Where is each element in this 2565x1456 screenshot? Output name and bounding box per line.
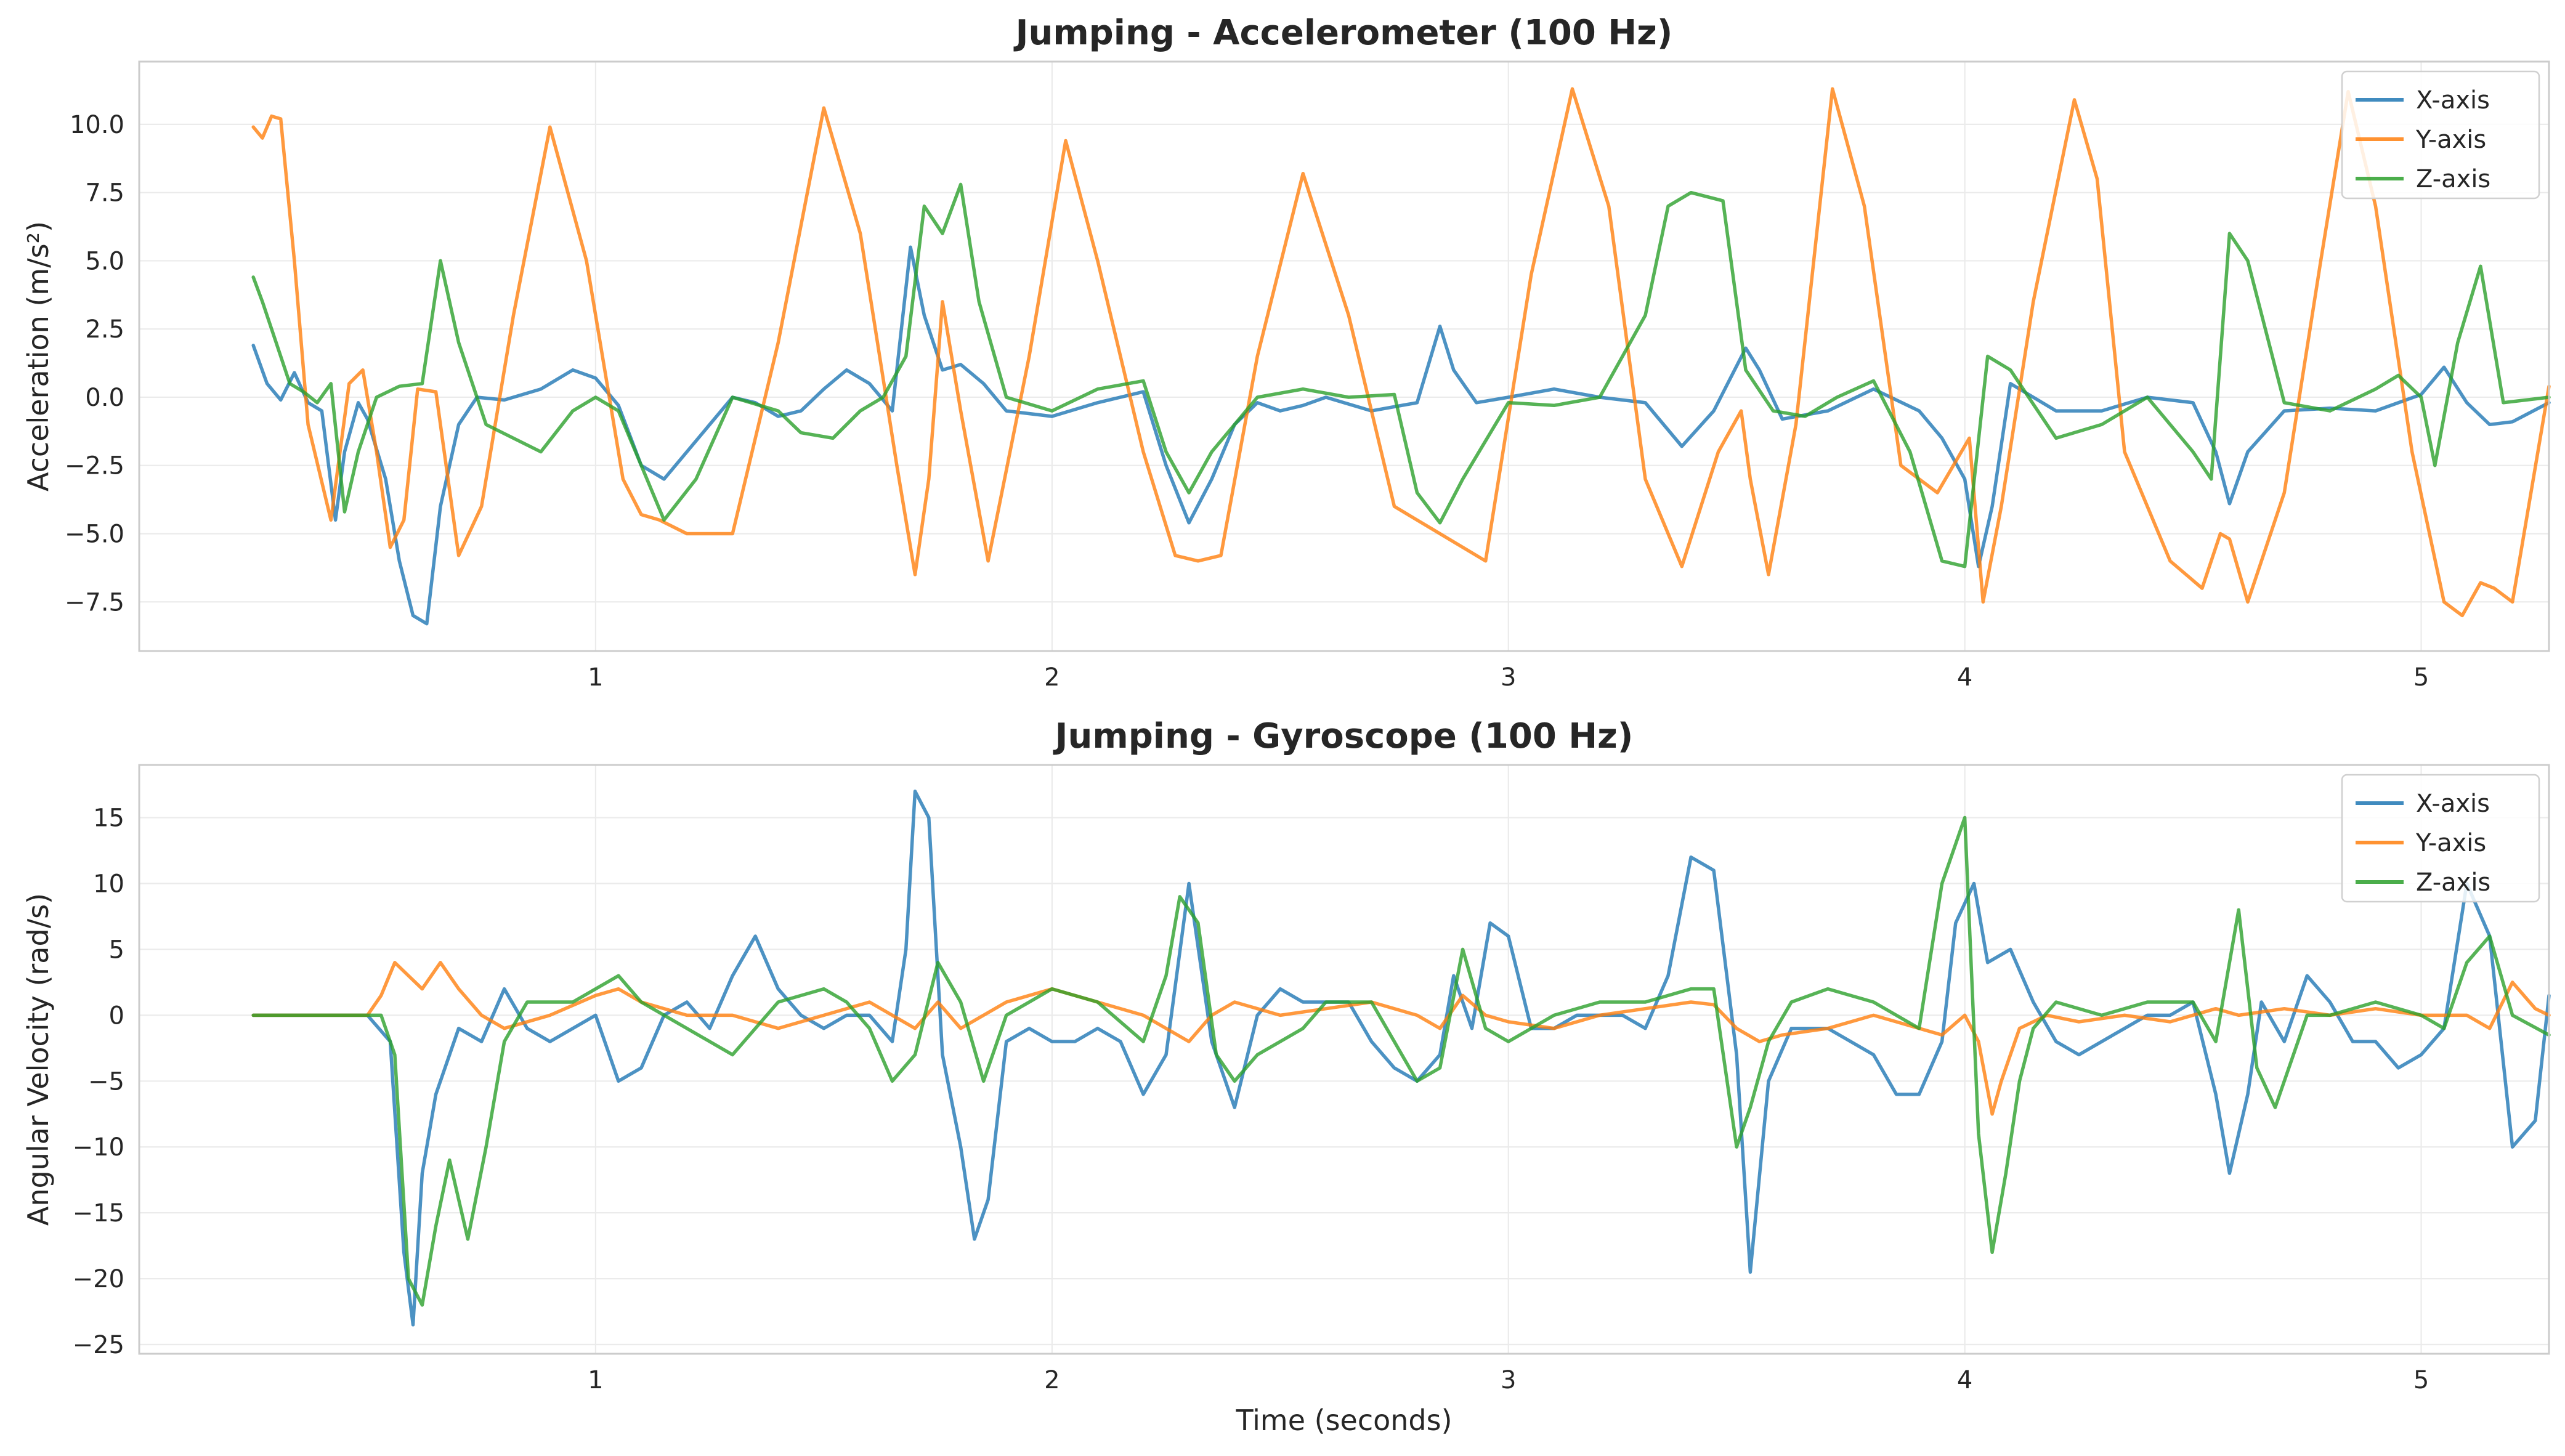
accelerometer-series-y-axis <box>251 87 2551 618</box>
gyroscope-x-axis-label: Time (seconds) <box>1235 1404 1452 1437</box>
gyroscope-legend-frame <box>2341 774 2540 903</box>
gyroscope-y-tick-label: −25 <box>73 1331 124 1359</box>
accelerometer-y-tick-label: 10.0 <box>70 111 124 139</box>
gyroscope-plot-frame <box>138 764 2550 1355</box>
accelerometer-ticks: 1 2 3 4 5 −7.5 −5.0 −2.5 0.0 2.5 5.0 7.5 10.0 <box>65 111 2429 692</box>
gyroscope-x-tick-label: 5 <box>2413 1366 2429 1394</box>
gyroscope-y-tick-label: 10 <box>93 870 124 898</box>
accelerometer-panel: 1 2 3 4 5 −7.5 −5.0 −2.5 0.0 2.5 5.0 7.5 10.0 Jumpin… <box>22 13 2551 692</box>
gyroscope-grid <box>139 765 2549 1354</box>
gyroscope-x-tick-label: 3 <box>1501 1366 1516 1394</box>
accelerometer-legend: X-axis Y-axis Z-axis <box>2341 70 2540 200</box>
gyroscope-x-tick-label: 1 <box>588 1366 603 1394</box>
accelerometer-x-tick-label: 4 <box>1957 663 1972 692</box>
accelerometer-y-axis-label: Acceleration (m/s²) <box>22 221 55 491</box>
accelerometer-grid <box>139 62 2549 651</box>
accelerometer-x-tick-label: 2 <box>1044 663 1060 692</box>
gyroscope-legend: X-axis Y-axis Z-axis <box>2341 774 2540 903</box>
accelerometer-legend-label: Z-axis <box>2416 165 2490 193</box>
accelerometer-series-x-axis <box>251 245 2551 626</box>
accelerometer-y-tick-label: 7.5 <box>85 179 124 208</box>
gyroscope-y-tick-label: 15 <box>93 804 124 833</box>
accelerometer-y-tick-label: −2.5 <box>65 452 124 480</box>
accelerometer-legend-frame <box>2341 70 2540 200</box>
accelerometer-x-tick-label: 3 <box>1501 663 1516 692</box>
gyroscope-legend-label: X-axis <box>2416 790 2490 818</box>
accelerometer-title: Jumping - Accelerometer (100 Hz) <box>1013 13 1673 53</box>
gyroscope-series-y-axis <box>251 961 2551 1116</box>
accelerometer-series <box>251 87 2551 626</box>
gyroscope-x-tick-label: 2 <box>1044 1366 1060 1394</box>
accelerometer-legend-label: Y-axis <box>2415 126 2486 154</box>
gyroscope-y-tick-label: 5 <box>109 936 124 964</box>
gyroscope-series-x-axis <box>251 790 2551 1327</box>
accelerometer-y-tick-label: −5.0 <box>65 520 124 548</box>
gyroscope-legend-label: Y-axis <box>2415 829 2486 857</box>
accelerometer-plot-frame <box>138 60 2550 652</box>
gyroscope-panel: 1 2 3 4 5 −25 −20 −15 −10 −5 0 5 10 15 Jumping - Gyro… <box>22 716 2551 1437</box>
gyroscope-title: Jumping - Gyroscope (100 Hz) <box>1053 716 1634 756</box>
gyroscope-y-axis-label: Angular Velocity (rad/s) <box>22 893 55 1226</box>
accelerometer-y-tick-label: 0.0 <box>85 384 124 412</box>
gyroscope-y-tick-label: −10 <box>73 1133 124 1162</box>
accelerometer-y-tick-label: 2.5 <box>85 315 124 344</box>
gyroscope-y-tick-label: −15 <box>73 1199 124 1227</box>
gyroscope-legend-label: Z-axis <box>2416 868 2490 897</box>
gyroscope-y-tick-label: −5 <box>88 1067 124 1096</box>
gyroscope-series <box>251 790 2551 1327</box>
gyroscope-x-tick-label: 4 <box>1957 1366 1972 1394</box>
accelerometer-legend-label: X-axis <box>2416 86 2490 115</box>
gyroscope-y-tick-label: 0 <box>109 1001 124 1030</box>
gyroscope-y-tick-label: −20 <box>73 1265 124 1293</box>
accelerometer-x-tick-label: 5 <box>2413 663 2429 692</box>
accelerometer-y-tick-label: 5.0 <box>85 247 124 275</box>
accelerometer-y-tick-label: −7.5 <box>65 588 124 617</box>
accelerometer-x-tick-label: 1 <box>588 663 603 692</box>
accelerometer-series-z-axis <box>251 182 2551 568</box>
gyroscope-series-z-axis <box>251 815 2551 1307</box>
gyroscope-ticks: 1 2 3 4 5 −25 −20 −15 −10 −5 0 5 10 15 <box>73 804 2429 1394</box>
